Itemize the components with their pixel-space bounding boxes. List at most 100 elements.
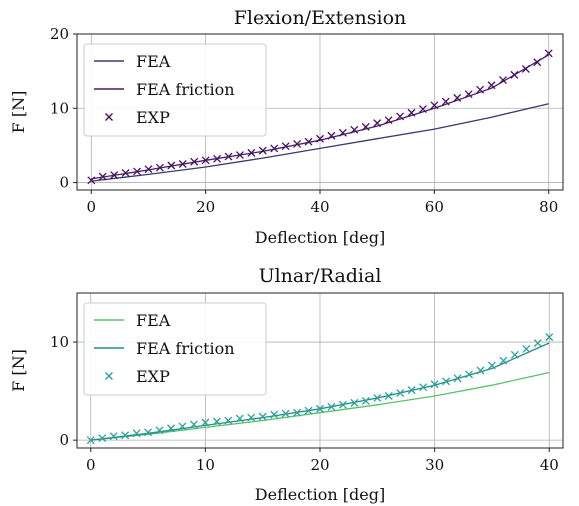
exp-point xyxy=(487,81,496,90)
chart-title: Ulnar/Radial xyxy=(259,265,382,287)
exp-point xyxy=(327,131,336,140)
x-tick-label: 20 xyxy=(310,456,329,474)
y-axis-label: F [N] xyxy=(9,91,28,134)
exp-point xyxy=(270,144,279,153)
exp-point xyxy=(419,383,428,392)
exp-point xyxy=(155,426,164,435)
x-tick-label: 10 xyxy=(196,456,215,474)
exp-point xyxy=(110,171,119,180)
y-tick-label: 0 xyxy=(59,431,69,449)
exp-point xyxy=(121,168,130,177)
exp-point xyxy=(510,350,519,359)
exp-point xyxy=(453,374,462,383)
exp-point xyxy=(418,105,427,113)
y-tick-label: 20 xyxy=(50,25,69,43)
exp-point xyxy=(499,356,508,365)
exp-point xyxy=(487,361,496,370)
exp-point xyxy=(533,58,542,67)
legend: FEA FEA friction EXP xyxy=(83,302,267,396)
exp-point xyxy=(476,85,485,94)
exp-point xyxy=(281,142,290,151)
exp-point xyxy=(442,377,451,386)
exp-point xyxy=(407,386,416,395)
exp-point xyxy=(304,406,313,415)
y-tick-label: 0 xyxy=(59,174,69,192)
series-line-fea-friction xyxy=(91,54,550,180)
exp-point xyxy=(132,429,141,438)
legend-box xyxy=(83,302,267,396)
legend-label: EXP xyxy=(136,108,170,127)
exp-point xyxy=(407,108,416,117)
x-tick-label: 0 xyxy=(86,456,96,474)
exp-point xyxy=(258,412,267,421)
exp-point xyxy=(224,416,233,425)
exp-point xyxy=(281,409,290,418)
exp-point xyxy=(98,172,107,181)
exp-point xyxy=(338,128,347,137)
x-tick-label: 60 xyxy=(425,198,444,216)
legend-swatch-exp xyxy=(105,372,113,380)
exp-point xyxy=(316,404,324,413)
exp-point xyxy=(224,152,233,161)
exp-point xyxy=(453,93,462,102)
y-tick-label: 10 xyxy=(50,99,69,117)
exp-point xyxy=(533,339,542,347)
exp-point xyxy=(235,151,244,160)
legend: FEA FEA friction EXP xyxy=(83,43,267,137)
exp-point xyxy=(247,413,256,422)
exp-point xyxy=(544,49,553,58)
exp-point xyxy=(327,402,336,411)
exp-point xyxy=(464,90,473,99)
exp-point xyxy=(189,420,198,429)
legend-label: FEA friction xyxy=(136,80,235,99)
exp-point xyxy=(109,432,118,441)
exp-point xyxy=(178,422,187,431)
exp-point xyxy=(521,64,530,73)
chart-title: Flexion/Extension xyxy=(234,7,407,29)
exp-point xyxy=(373,119,382,128)
exp-point xyxy=(121,431,130,440)
panel-ulnar-radial: 0 10 20 30 40 0 10 Ulnar/Radial Deflection [deg]… xyxy=(9,265,564,504)
x-tick-label: 40 xyxy=(540,456,559,474)
legend-label: FEA xyxy=(136,52,171,71)
series-line-fea xyxy=(91,103,549,182)
legend-label: EXP xyxy=(136,367,170,386)
exp-point xyxy=(545,333,554,342)
y-axis-label: F [N] xyxy=(9,349,28,392)
x-axis-label: Deflection [deg] xyxy=(255,228,385,247)
exp-point xyxy=(155,163,164,172)
exp-point xyxy=(499,76,507,85)
exp-point xyxy=(293,408,302,417)
exp-point xyxy=(190,157,199,166)
exp-point xyxy=(384,392,393,400)
exp-point xyxy=(441,97,450,106)
exp-point xyxy=(396,389,405,398)
exp-point xyxy=(373,394,382,402)
exp-point xyxy=(167,161,176,170)
exp-point xyxy=(430,101,439,110)
exp-point xyxy=(270,410,279,419)
x-tick-label: 0 xyxy=(87,198,97,216)
legend-swatch-exp xyxy=(105,113,113,121)
exp-point xyxy=(293,139,302,148)
legend-box xyxy=(83,43,267,137)
exp-point xyxy=(201,418,210,427)
exp-point xyxy=(384,116,393,125)
exp-point xyxy=(247,148,256,157)
exp-point xyxy=(213,154,222,163)
exp-point xyxy=(476,366,485,375)
exp-point xyxy=(350,398,359,407)
exp-point xyxy=(430,380,439,389)
x-tick-label: 80 xyxy=(539,198,558,216)
exp-point xyxy=(201,156,210,165)
exp-point xyxy=(361,122,370,131)
x-axis-label: Deflection [deg] xyxy=(255,485,385,504)
exp-point xyxy=(167,424,175,433)
x-tick-label: 30 xyxy=(425,456,444,474)
axes-frame xyxy=(76,292,564,449)
series-line-fea xyxy=(90,371,550,441)
exp-point xyxy=(361,396,370,405)
exp-point xyxy=(144,165,153,174)
exp-point xyxy=(396,112,405,121)
